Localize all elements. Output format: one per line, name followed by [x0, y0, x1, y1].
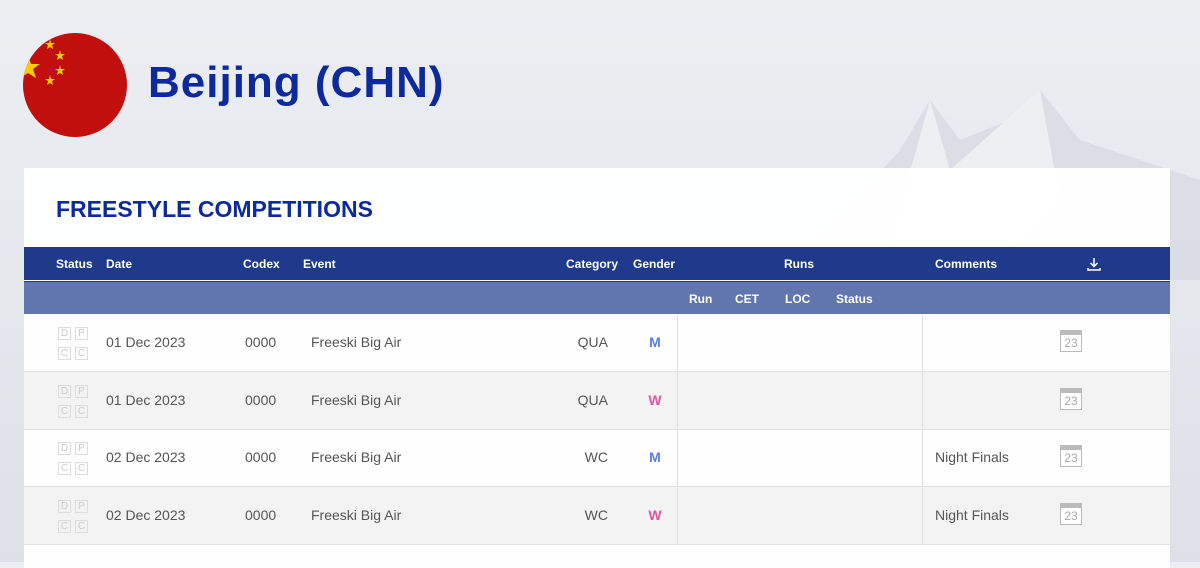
status-box-icon: C [75, 404, 88, 418]
status-box-icon: P [75, 327, 88, 340]
table-row[interactable]: D PC C 01 Dec 2023 0000 Freeski Big Air QUA W 23 [24, 371, 1170, 430]
header-event[interactable]: Event [303, 257, 336, 271]
divider [677, 429, 678, 486]
divider [922, 371, 923, 429]
china-flag [23, 33, 127, 137]
calendar-icon[interactable]: 23 [1060, 445, 1082, 467]
competitions-card: FREESTYLE COMPETITIONS Status Date Codex… [24, 168, 1170, 568]
status-box-icon: P [75, 384, 88, 398]
codex-cell: 0000 [245, 334, 277, 350]
divider [677, 314, 678, 371]
gender-cell: M [649, 449, 661, 465]
status-box-icon: P [75, 499, 88, 513]
category-cell: QUA [577, 334, 608, 350]
divider [922, 429, 923, 486]
status-boxes: D PC C [58, 323, 98, 363]
comments-cell: Night Finals [935, 506, 1009, 523]
status-box-icon: C [58, 347, 71, 360]
status-box-icon: C [75, 462, 88, 475]
status-box-icon: C [58, 404, 71, 418]
calendar-icon[interactable]: 23 [1060, 387, 1082, 410]
category-cell: WC [584, 506, 608, 523]
comments-cell: Night Finals [935, 449, 1009, 465]
status-boxes: D PC C [58, 381, 98, 421]
table-row[interactable]: D PC C 01 Dec 2023 0000 Freeski Big Air QUA M 23 [24, 314, 1170, 372]
divider [677, 486, 678, 544]
status-box-icon: D [58, 499, 71, 513]
divider [677, 371, 678, 429]
date-cell: 02 Dec 2023 [106, 506, 186, 523]
category-cell: QUA [577, 391, 608, 408]
calendar-icon[interactable]: 23 [1060, 502, 1082, 525]
page-title: Beijing (CHN) [148, 58, 445, 107]
subheader-cet: CET [735, 292, 759, 306]
status-box-icon: C [58, 519, 71, 533]
status-box-icon: C [58, 462, 71, 475]
status-box-icon: C [75, 347, 88, 360]
divider [922, 314, 923, 371]
status-boxes: D PC C [58, 438, 98, 478]
calendar-icon[interactable]: 23 [1060, 330, 1082, 352]
table-row[interactable]: D PC C 02 Dec 2023 0000 Freeski Big Air WC W Nig… [24, 486, 1170, 545]
table-header: Status Date Codex Event Category Gender … [24, 247, 1170, 281]
event-cell[interactable]: Freeski Big Air [311, 391, 402, 408]
header-gender[interactable]: Gender [633, 257, 676, 271]
gender-cell: W [648, 506, 662, 523]
gender-cell: W [648, 391, 662, 408]
table-row[interactable]: D PC C 02 Dec 2023 0000 Freeski Big Air WC M Nig… [24, 429, 1170, 487]
date-cell: 01 Dec 2023 [106, 334, 186, 350]
codex-cell: 0000 [245, 449, 277, 465]
header-category[interactable]: Category [566, 257, 619, 271]
header-runs: Runs [784, 257, 814, 271]
event-cell[interactable]: Freeski Big Air [311, 334, 402, 350]
header-codex[interactable]: Codex [243, 257, 280, 271]
header-comments: Comments [935, 257, 998, 271]
event-cell[interactable]: Freeski Big Air [311, 449, 402, 465]
status-boxes: D PC C [58, 496, 98, 536]
event-cell[interactable]: Freeski Big Air [311, 506, 402, 523]
status-box-icon: D [58, 327, 71, 340]
status-box-icon: C [75, 519, 88, 533]
table-subheader: Run CET LOC Status [24, 282, 1170, 314]
header-date[interactable]: Date [106, 257, 133, 271]
download-icon[interactable] [1086, 256, 1102, 272]
status-box-icon: D [58, 384, 71, 398]
category-cell: WC [584, 449, 608, 465]
date-cell: 02 Dec 2023 [106, 449, 186, 465]
subheader-loc: LOC [785, 292, 811, 306]
status-box-icon: D [58, 442, 71, 455]
divider [922, 486, 923, 544]
codex-cell: 0000 [245, 391, 277, 408]
codex-cell: 0000 [245, 506, 277, 523]
subheader-run: Run [689, 292, 713, 306]
gender-cell: M [649, 334, 661, 350]
status-box-icon: P [75, 442, 88, 455]
subheader-status: Status [836, 292, 873, 306]
section-heading: FREESTYLE COMPETITIONS [56, 196, 373, 222]
date-cell: 01 Dec 2023 [106, 391, 186, 408]
header-status[interactable]: Status [56, 257, 93, 271]
